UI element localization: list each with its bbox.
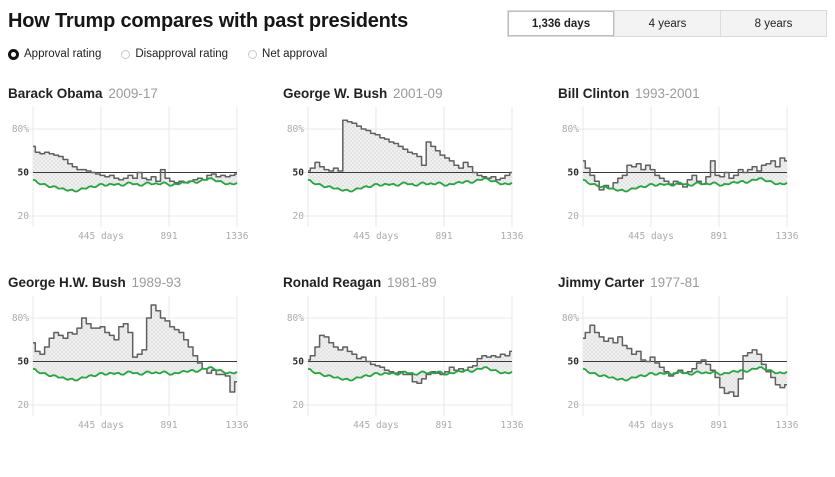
- y-axis-label: 80%: [287, 124, 304, 135]
- y-axis-label: 50: [18, 357, 30, 368]
- x-axis-label: 1336: [501, 420, 524, 431]
- chart-title: George W. Bush 2001-09: [283, 86, 526, 101]
- president-name: George W. Bush: [283, 86, 388, 101]
- president-approval-line: [308, 334, 512, 385]
- radio-net-approval[interactable]: Net approval: [248, 48, 327, 60]
- radio-label: Net approval: [262, 48, 328, 60]
- approval-chart-gw-bush: 80% 50 20 445 days 891 1336: [287, 107, 524, 242]
- x-axis-label: 891: [435, 231, 452, 242]
- approval-gap-band: [33, 305, 237, 392]
- approval-chart-carter: 80% 50 20 445 days 891 1336: [562, 296, 799, 431]
- x-axis-label: 891: [710, 420, 727, 431]
- x-axis-label: 891: [435, 420, 452, 431]
- radio-unselected-icon: [248, 49, 258, 59]
- y-axis-label: 80%: [562, 313, 579, 324]
- radio-selected-icon: [8, 48, 19, 60]
- y-axis-label: 20: [18, 211, 30, 222]
- y-axis-label: 20: [18, 400, 30, 411]
- time-range-button-group: 1,336 days 4 years 8 years: [507, 10, 827, 37]
- x-axis-label: 445 days: [353, 231, 399, 242]
- president-approval-line: [583, 157, 787, 191]
- range-button-8-years[interactable]: 8 years: [720, 11, 826, 36]
- range-button-1336-days[interactable]: 1,336 days: [508, 11, 614, 36]
- chart-cell-clinton: Bill Clinton 1993-2001 80% 50 20 445 days 89…: [558, 86, 801, 245]
- x-axis-label: 1336: [776, 420, 799, 431]
- trump-approval-line: [307, 177, 513, 193]
- x-axis-label: 445 days: [628, 231, 674, 242]
- president-years: 1989-93: [131, 275, 182, 290]
- y-axis-label: 20: [568, 400, 580, 411]
- page-title: How Trump compares with past presidents: [8, 10, 409, 32]
- president-name: Barack Obama: [8, 86, 103, 101]
- range-button-4-years[interactable]: 4 years: [614, 11, 720, 36]
- y-axis-label: 20: [568, 211, 580, 222]
- president-name: Ronald Reagan: [283, 275, 382, 290]
- president-years: 1977-81: [650, 275, 700, 290]
- approval-chart-ghw-bush: 80% 50 20 445 days 891 1336: [12, 296, 249, 431]
- x-axis-label: 891: [710, 231, 727, 242]
- radio-disapproval-rating[interactable]: Disapproval rating: [121, 48, 228, 60]
- approval-chart-obama: 80% 50 20 445 days 891 1336: [12, 107, 249, 242]
- chart-cell-obama: Barack Obama 2009-17 80% 50 20 445 days 891 1…: [8, 86, 251, 245]
- y-axis-label: 20: [293, 211, 305, 222]
- y-axis-label: 80%: [12, 124, 29, 135]
- page: How Trump compares with past presidents …: [8, 8, 827, 434]
- charts-grid: Barack Obama 2009-17 80% 50 20 445 days 891 1…: [8, 86, 827, 434]
- president-years: 1981-89: [387, 275, 437, 290]
- president-years: 2009-17: [108, 86, 158, 101]
- approval-gap-band: [583, 158, 787, 192]
- trump-approval-line: [582, 366, 788, 382]
- y-axis-label: 80%: [562, 124, 579, 135]
- approval-chart-clinton: 80% 50 20 445 days 891 1336: [562, 107, 799, 242]
- chart-title: Ronald Reagan 1981-89: [283, 275, 526, 290]
- radio-label: Disapproval rating: [135, 48, 229, 60]
- x-axis-label: 1336: [226, 420, 249, 431]
- y-axis-label: 80%: [287, 313, 304, 324]
- x-axis-label: 445 days: [78, 420, 124, 431]
- trump-approval-line: [307, 366, 513, 382]
- radio-approval-rating[interactable]: Approval rating: [8, 48, 101, 60]
- y-axis-label: 50: [293, 357, 305, 368]
- y-axis-label: 50: [18, 168, 30, 179]
- chart-cell-reagan: Ronald Reagan 1981-89 80% 50 20 445 days 891…: [283, 275, 526, 434]
- header: How Trump compares with past presidents …: [8, 8, 827, 37]
- x-axis-label: 891: [160, 420, 177, 431]
- approval-gap-band: [583, 325, 787, 397]
- chart-title: Barack Obama 2009-17: [8, 86, 251, 101]
- approval-gap-band: [33, 146, 237, 192]
- president-name: Jimmy Carter: [558, 275, 645, 290]
- president-years: 2001-09: [393, 86, 443, 101]
- y-axis-label: 80%: [12, 313, 29, 324]
- metric-radio-group: Approval rating Disapproval rating Net a…: [8, 48, 827, 60]
- president-approval-line: [308, 119, 512, 181]
- x-axis-label: 445 days: [78, 231, 124, 242]
- y-axis-label: 50: [293, 168, 305, 179]
- president-years: 1993-2001: [635, 86, 700, 101]
- trump-approval-line: [32, 366, 238, 382]
- x-axis-label: 1336: [501, 231, 524, 242]
- president-name: George H.W. Bush: [8, 275, 126, 290]
- chart-title: George H.W. Bush 1989-93: [8, 275, 251, 290]
- approval-chart-reagan: 80% 50 20 445 days 891 1336: [287, 296, 524, 431]
- trump-approval-line: [582, 177, 788, 193]
- chart-cell-carter: Jimmy Carter 1977-81 80% 50 20 445 days 891 1…: [558, 275, 801, 434]
- chart-cell-ghw-bush: George H.W. Bush 1989-93 80% 50 20 445 days…: [8, 275, 251, 434]
- radio-label: Approval rating: [24, 48, 102, 60]
- y-axis-label: 50: [568, 357, 580, 368]
- president-name: Bill Clinton: [558, 86, 630, 101]
- radio-unselected-icon: [121, 49, 131, 59]
- x-axis-label: 445 days: [628, 420, 674, 431]
- x-axis-label: 1336: [226, 231, 249, 242]
- chart-title: Bill Clinton 1993-2001: [558, 86, 801, 101]
- x-axis-label: 445 days: [353, 420, 399, 431]
- president-approval-line: [33, 304, 237, 393]
- chart-cell-gw-bush: George W. Bush 2001-09 80% 50 20 445 days 89…: [283, 86, 526, 245]
- x-axis-label: 891: [160, 231, 177, 242]
- chart-title: Jimmy Carter 1977-81: [558, 275, 801, 290]
- y-axis-label: 20: [293, 400, 305, 411]
- x-axis-label: 1336: [776, 231, 799, 242]
- approval-gap-band: [308, 120, 512, 192]
- y-axis-label: 50: [568, 168, 580, 179]
- trump-approval-line: [32, 177, 238, 193]
